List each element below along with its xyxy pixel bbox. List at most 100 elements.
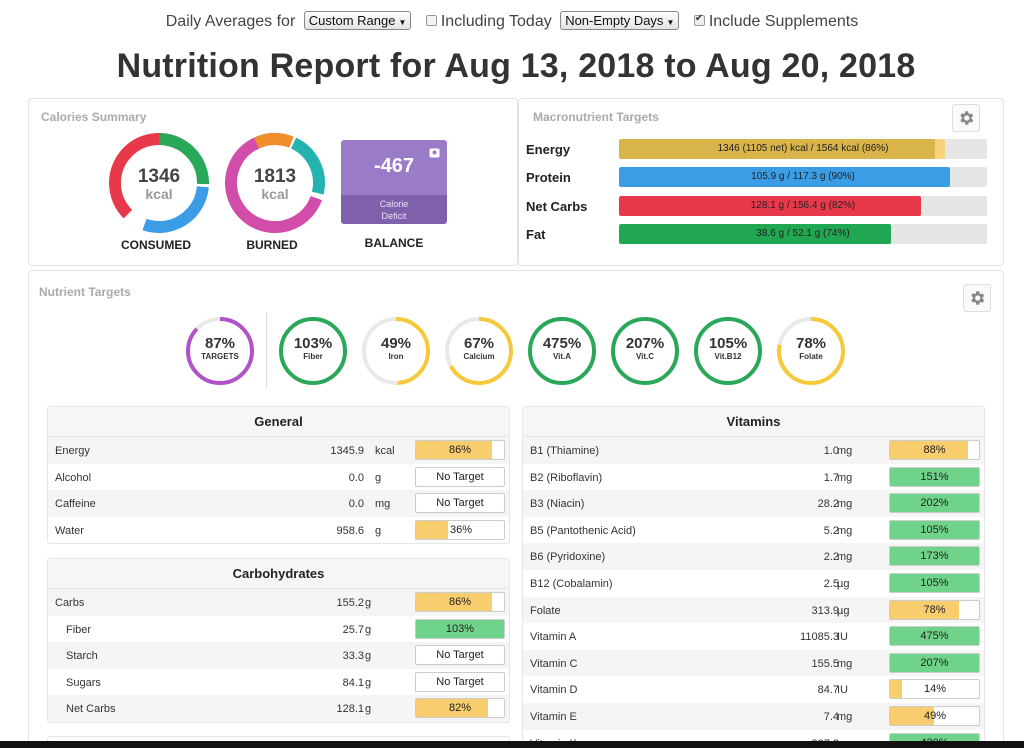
row-value: 128.1 [336, 703, 364, 716]
row-progress-fill [416, 619, 504, 638]
row-progress-fill [890, 467, 979, 486]
nutrient-ring-progress [528, 317, 596, 385]
macro-label-protein: Protein [526, 170, 571, 186]
row-unit: g [365, 703, 372, 716]
row-progress-label: No Target [436, 649, 484, 662]
include-supplements-checkbox[interactable] [693, 13, 705, 26]
row-name: Water [55, 524, 84, 537]
row-progress-fill [890, 680, 903, 699]
row-name: Carbs [55, 597, 85, 609]
macro-bar-fat: 38.6 g / 52.1 g (74%) [619, 223, 987, 244]
nutrient-ring-value: 49% [380, 335, 412, 352]
row-progress-bar: 86% [415, 440, 505, 460]
row-progress-label: 86% [448, 596, 472, 608]
row-name: Vitamin A [530, 631, 577, 644]
general-panel-title: General [48, 407, 509, 437]
nutrient-ring-calcium: 67% Calcium [443, 315, 515, 387]
row-value: 84.1 [342, 676, 364, 689]
consumed-caption: CONSUMED [120, 238, 191, 252]
window-bottom-edge [0, 741, 1024, 748]
nutrient-ring-progress [279, 317, 347, 385]
macros-settings-button[interactable] [952, 104, 980, 132]
row-value: 958.6 [336, 524, 364, 537]
nutrient-ring-name: Vit.B12 [714, 352, 742, 361]
row-progress-label: 103% [445, 622, 475, 635]
nutrient-ring-value: 475% [542, 335, 582, 352]
row-progress-bar: 207% [889, 652, 980, 673]
row-value: 0.0 [348, 471, 364, 484]
row-progress-bar: No Target [415, 645, 505, 666]
nutrient-ring-value: 67% [463, 335, 495, 352]
days-select[interactable]: Non-Empty Days ▼ [560, 11, 680, 30]
burned-unit: kcal [261, 186, 289, 202]
row-progress-fill [890, 520, 979, 539]
table-row: Alcohol 0.0 g No Target [48, 464, 509, 491]
consumed-value: 1346 [137, 166, 181, 187]
table-row: Folate 313.9 µg 78% [523, 596, 984, 624]
rings-divider [266, 312, 267, 388]
nutrient-ring-value: 207% [625, 335, 665, 352]
row-unit: g [375, 524, 382, 537]
row-progress-label: 151% [920, 470, 949, 483]
row-progress-bar: 151% [889, 466, 980, 487]
row-unit: IU [837, 684, 848, 697]
row-name: Folate [530, 604, 561, 617]
balance-sub-2: Deficit [381, 211, 407, 221]
row-unit: g [365, 623, 372, 636]
nutrient-ring-chart [186, 317, 254, 385]
nutrient-ring-chart [777, 317, 845, 385]
table-row: Starch 33.3 g No Target [48, 642, 509, 669]
macro-bar-text: 128.1 g / 156.4 g (82%) [750, 199, 856, 211]
general-panel: General Energy 1345.9 kcal 86% Alcohol 0.0 g No… [47, 406, 510, 544]
row-progress-bar: 78% [889, 599, 980, 620]
range-select[interactable]: Custom Range ▼ [303, 11, 412, 30]
row-value: 155.2 [336, 597, 364, 609]
row-progress-bar: 86% [415, 592, 505, 612]
consumed-ring-segment-blue [109, 133, 209, 233]
table-row: Vitamin A 11085.3 IU 475% [523, 623, 984, 650]
calories-summary-label: Calories Summary [41, 110, 147, 124]
row-progress-fill [890, 627, 979, 646]
row-progress-fill [416, 593, 492, 611]
row-name: B5 (Pantothenic Acid) [530, 524, 636, 537]
burned-ring-chart [225, 133, 325, 233]
row-unit: mg [837, 498, 853, 511]
daily-averages-label: Daily Averages for [165, 13, 296, 30]
row-name: Energy [55, 445, 90, 457]
row-progress-fill [416, 441, 492, 459]
row-progress-fill [890, 653, 979, 672]
nutrient-ring-progress [445, 317, 513, 385]
row-progress-bar: 173% [889, 546, 980, 567]
nutrients-settings-button[interactable] [963, 284, 991, 312]
row-name: B12 (Cobalamin) [530, 577, 613, 590]
row-progress-bar: No Target [415, 493, 505, 514]
row-progress-label: 105% [920, 576, 949, 589]
nutrient-ring-name: Iron [388, 352, 404, 361]
including-today-checkbox[interactable] [425, 15, 437, 26]
row-value: 11085.3 [800, 631, 839, 644]
row-value: 7.4 [823, 710, 839, 723]
nutrient-ring-name: Vit.A [552, 352, 572, 361]
nutrient-ring-chart [694, 317, 762, 385]
row-progress-fill [416, 699, 489, 718]
row-name: Net Carbs [66, 703, 116, 716]
gear-icon [971, 291, 985, 305]
table-row: Vitamin D 84.7 IU 14% [523, 676, 984, 703]
table-row: B5 (Pantothenic Acid) 5.2 mg 105% [523, 517, 984, 544]
row-name: Vitamin D [530, 684, 578, 697]
nutrient-ring-chart [279, 317, 347, 385]
nutrient-ring-chart [611, 317, 679, 385]
macro-bar-energy: 1346 (1105 net) kcal / 1564 kcal (86%) [619, 139, 987, 159]
nutrient-ring-progress [777, 317, 845, 385]
row-unit: g [365, 676, 372, 689]
row-progress-label: 82% [448, 702, 472, 715]
row-progress-fill [890, 706, 934, 725]
nutrient-ring-value: 78% [795, 335, 827, 352]
table-row: Sugars 84.1 g No Target [48, 669, 509, 696]
macro-bar-fill [619, 139, 936, 159]
consumed-ring-segment-green [109, 133, 209, 233]
row-progress-label: 78% [923, 603, 946, 616]
row-unit: µg [837, 604, 850, 617]
nutrient-ring-progress [362, 317, 430, 385]
